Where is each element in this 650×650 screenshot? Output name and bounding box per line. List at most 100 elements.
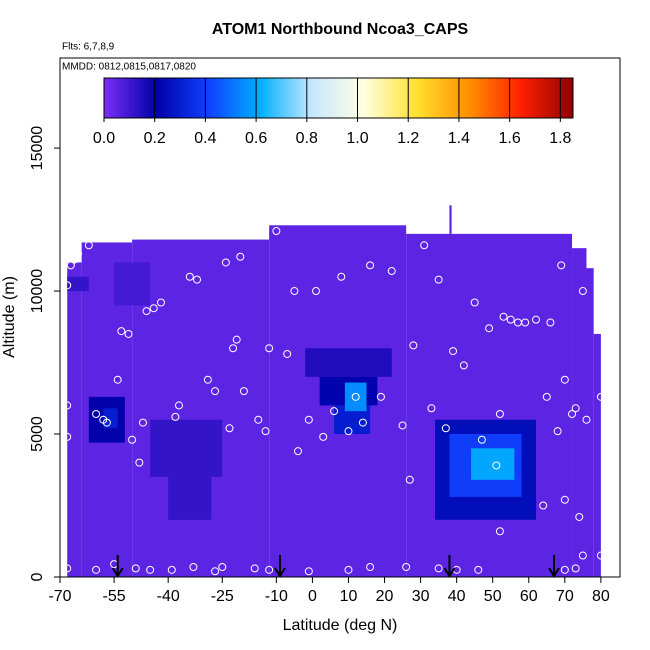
sample-point	[261, 427, 270, 436]
sample-point	[521, 318, 530, 327]
colorbar-tick-label: 1.8	[549, 130, 571, 147]
colorbar-tick-label: 1.2	[397, 130, 419, 147]
sample-point	[135, 458, 144, 467]
x-tick-label: 30	[412, 588, 430, 605]
sample-point	[568, 410, 577, 419]
annotation: MMDD: 0812,0815,0817,0820	[62, 62, 196, 73]
x-tick-label: -55	[103, 588, 126, 605]
cell	[593, 333, 601, 577]
sample-point	[420, 241, 429, 250]
sample-point	[405, 475, 414, 484]
sample-point	[193, 275, 202, 284]
sample-point	[409, 341, 418, 350]
sample-point	[63, 564, 72, 573]
plot-frame	[59, 57, 621, 578]
sample-point	[546, 318, 555, 327]
colorbar	[103, 77, 574, 119]
x-tick-label: 20	[376, 588, 394, 605]
x-tick-label: 60	[520, 588, 538, 605]
sample-point	[131, 564, 140, 573]
sample-point	[485, 324, 494, 333]
sample-point	[596, 392, 605, 401]
arrow-head	[443, 567, 456, 577]
sample-point	[149, 304, 158, 313]
sample-point	[174, 401, 183, 410]
sample-point	[272, 227, 281, 235]
sample-point	[337, 272, 346, 281]
sample-point	[218, 562, 227, 571]
sample-point	[232, 335, 241, 344]
arrow-head	[274, 567, 286, 577]
sample-point	[575, 512, 584, 521]
sample-point	[578, 551, 587, 560]
sample-point	[117, 327, 126, 336]
sample-point	[203, 375, 212, 384]
sample-point	[312, 287, 321, 296]
x-tick-label: 40	[448, 588, 466, 605]
colorbar-tick-label: 0.2	[144, 130, 166, 147]
sample-point	[304, 567, 313, 576]
sample-point	[221, 258, 230, 267]
sample-point	[506, 315, 515, 324]
sample-point	[459, 361, 468, 370]
y-axis-label: Altitude (m)	[1, 276, 18, 358]
sample-point	[477, 435, 486, 444]
subtitle: Flts: 6,7,8,9	[62, 42, 115, 53]
cell	[572, 248, 587, 577]
arrow-head	[111, 567, 124, 577]
sample-point	[124, 329, 133, 338]
flight-arrow	[274, 555, 286, 577]
sample-point	[553, 427, 562, 436]
colorbar-tick-label: 0.0	[93, 130, 115, 147]
sample-point	[63, 281, 72, 290]
flight-arrow	[111, 555, 124, 577]
colorbar-tick-label: 0.4	[194, 130, 216, 147]
sample-point	[330, 407, 339, 416]
x-tick-label: 50	[484, 588, 502, 605]
y-tick-label: 10000	[29, 269, 46, 314]
sample-point	[138, 418, 147, 427]
sample-point	[167, 565, 176, 574]
axes: -70 -55 -40 -25 -10 0 10 20 30 40 50 60 70 80 0 5000 100…	[29, 77, 610, 605]
sample-point	[366, 562, 375, 571]
sample-point	[211, 567, 220, 576]
sample-point	[366, 261, 375, 270]
sample-point	[142, 307, 151, 316]
x-tick-label: -10	[265, 588, 288, 605]
x-tick-label: -70	[48, 588, 71, 605]
flight-arrow	[548, 555, 560, 577]
sample-point	[229, 344, 238, 353]
cell	[305, 348, 392, 377]
sample-point	[236, 252, 245, 261]
sample-point	[66, 261, 75, 270]
sample-point	[185, 272, 194, 281]
sample-point	[225, 424, 234, 433]
sample-point	[283, 349, 292, 358]
sample-point	[250, 564, 259, 573]
sample-point	[265, 565, 274, 574]
sample-point	[189, 562, 198, 571]
x-tick-label: 0	[308, 588, 317, 605]
sample-point	[171, 412, 180, 421]
sample-point	[239, 387, 248, 396]
colorbar-tick-label: 1.4	[448, 130, 470, 147]
sample-point	[542, 392, 551, 401]
x-tick-label: 80	[592, 588, 610, 605]
cell	[150, 419, 223, 477]
sample-point	[265, 344, 274, 353]
cell	[344, 382, 367, 412]
sample-point	[499, 312, 508, 321]
sample-point	[63, 432, 72, 441]
x-axis-label: Latitude (deg N)	[283, 617, 398, 634]
chart-title: ATOM1 Northbound Ncoa3_CAPS	[212, 21, 469, 38]
sample-point	[398, 421, 407, 430]
sample-point	[560, 495, 569, 504]
sample-point	[128, 435, 137, 444]
cell	[586, 268, 594, 577]
x-tick-label: 70	[556, 588, 574, 605]
arrow-head	[548, 567, 560, 577]
cell	[67, 276, 89, 292]
cell	[449, 205, 452, 234]
heatmap	[67, 205, 601, 577]
